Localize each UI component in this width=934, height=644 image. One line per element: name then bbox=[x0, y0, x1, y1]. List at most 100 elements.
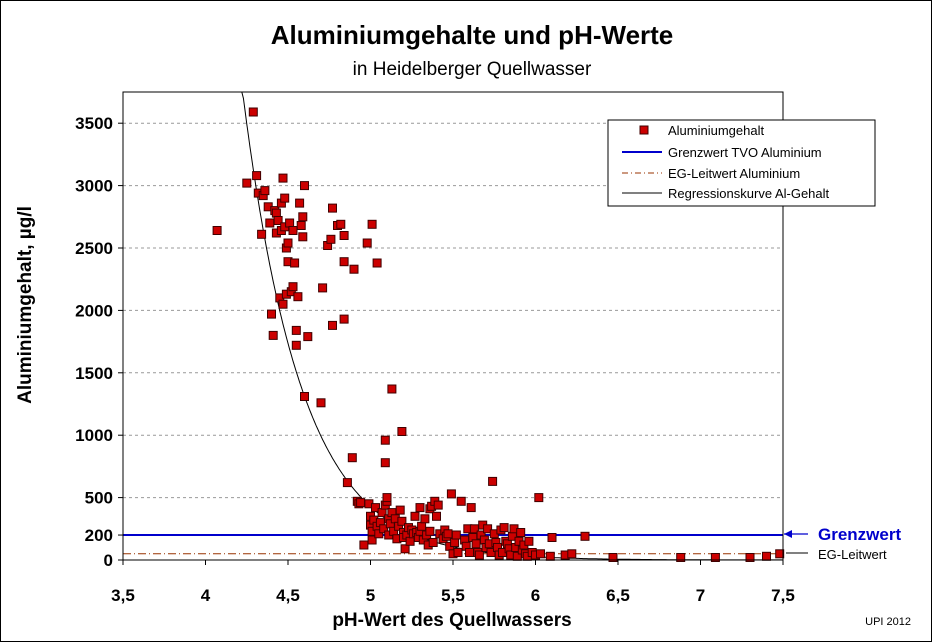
data-point bbox=[380, 458, 390, 468]
y-tick-label: 200 bbox=[85, 526, 113, 545]
data-point bbox=[425, 526, 435, 536]
y-axis: 0 200 500 1000 1500 2000 2500 3000 3500 bbox=[75, 114, 123, 570]
data-point bbox=[293, 292, 303, 302]
data-point bbox=[450, 538, 460, 547]
data-point bbox=[443, 529, 453, 539]
data-point bbox=[291, 340, 301, 350]
data-point bbox=[339, 314, 349, 324]
chart-title: Aluminiumgehalte und pH-Werte bbox=[271, 20, 674, 50]
data-point bbox=[362, 238, 372, 248]
data-point bbox=[432, 511, 441, 521]
data-point bbox=[290, 258, 300, 268]
data-point bbox=[349, 264, 359, 274]
data-point bbox=[499, 523, 509, 533]
y-axis-label: Aluminiumgehalt, µg/l bbox=[15, 206, 36, 404]
data-point bbox=[285, 218, 295, 228]
data-point bbox=[303, 332, 313, 342]
data-point bbox=[265, 218, 275, 228]
data-point bbox=[471, 539, 481, 549]
data-point bbox=[291, 325, 301, 335]
data-point bbox=[328, 320, 337, 330]
x-tick-label: 3,5 bbox=[111, 586, 135, 605]
data-point bbox=[280, 193, 290, 203]
x-tick-label: 6 bbox=[531, 586, 540, 605]
data-point bbox=[374, 529, 384, 539]
data-point bbox=[547, 533, 557, 542]
data-point bbox=[380, 435, 390, 445]
y-tick-label: 1000 bbox=[75, 426, 113, 445]
data-point bbox=[397, 427, 407, 436]
data-point bbox=[326, 234, 336, 244]
data-point bbox=[451, 530, 461, 540]
data-point bbox=[395, 505, 405, 515]
data-point bbox=[328, 203, 337, 213]
data-point bbox=[466, 503, 476, 513]
legend-label-regression: Regressionskurve Al-Gehalt bbox=[668, 186, 830, 201]
data-point bbox=[446, 489, 456, 499]
data-point bbox=[400, 544, 410, 554]
data-point bbox=[252, 171, 262, 181]
legend-label-aluminiumgehalt: Aluminiumgehalt bbox=[668, 123, 764, 138]
data-point bbox=[580, 531, 590, 541]
legend-box bbox=[607, 119, 876, 207]
data-point bbox=[367, 535, 377, 545]
data-point bbox=[534, 493, 544, 503]
data-point bbox=[415, 503, 425, 513]
data-point bbox=[300, 181, 309, 191]
legend-label-eg-leitwert: EG-Leitwert Aluminium bbox=[668, 166, 800, 181]
data-point bbox=[397, 516, 407, 526]
x-tick-label: 7 bbox=[696, 586, 705, 605]
data-point bbox=[545, 551, 555, 561]
data-point bbox=[316, 398, 326, 408]
data-point bbox=[567, 549, 577, 559]
data-point bbox=[474, 550, 484, 560]
data-point bbox=[428, 538, 438, 547]
data-point bbox=[271, 208, 281, 218]
x-tick-label: 6,5 bbox=[606, 586, 630, 605]
legend-label-grenzwert: Grenzwert TVO Aluminium bbox=[668, 145, 822, 160]
data-point bbox=[608, 553, 618, 562]
data-point bbox=[456, 496, 466, 506]
grenzwert-arrowhead bbox=[784, 530, 792, 538]
data-point bbox=[288, 226, 298, 235]
data-point bbox=[710, 553, 720, 562]
legend-marker-aluminiumgehalt bbox=[639, 125, 649, 135]
data-point bbox=[775, 549, 785, 559]
grenzwert-label: Grenzwert bbox=[818, 525, 901, 544]
data-point bbox=[212, 226, 222, 235]
y-tick-label: 2000 bbox=[75, 301, 113, 320]
credit-note: UPI 2012 bbox=[865, 616, 911, 628]
y-tick-label: 500 bbox=[85, 489, 113, 508]
data-point bbox=[372, 258, 382, 268]
data-points bbox=[212, 107, 785, 562]
eg-leitwert-annotation: EG-Leitwert bbox=[786, 547, 887, 562]
data-point bbox=[488, 476, 498, 486]
data-point bbox=[267, 309, 276, 319]
data-point bbox=[278, 173, 288, 183]
data-point bbox=[465, 548, 474, 557]
data-point bbox=[387, 384, 397, 394]
data-point bbox=[300, 392, 309, 401]
data-point bbox=[745, 553, 755, 562]
chart-subtitle: in Heidelberger Quellwasser bbox=[353, 59, 592, 80]
data-point bbox=[417, 521, 427, 531]
data-point bbox=[248, 107, 258, 117]
data-point bbox=[298, 212, 308, 222]
data-point bbox=[296, 221, 306, 230]
y-tick-label: 0 bbox=[104, 551, 113, 570]
data-point bbox=[356, 498, 366, 508]
data-point bbox=[260, 186, 270, 196]
x-tick-label: 7,5 bbox=[771, 586, 795, 605]
x-tick-label: 5,5 bbox=[441, 586, 465, 605]
data-point bbox=[483, 524, 493, 534]
data-point bbox=[382, 493, 392, 503]
y-tick-label: 3500 bbox=[75, 114, 113, 133]
data-point bbox=[379, 524, 389, 534]
data-point bbox=[242, 178, 252, 188]
data-point bbox=[359, 540, 369, 550]
data-point bbox=[453, 548, 463, 557]
data-point bbox=[295, 198, 305, 208]
data-point bbox=[371, 503, 380, 513]
data-point bbox=[339, 231, 349, 240]
data-point bbox=[367, 219, 377, 229]
